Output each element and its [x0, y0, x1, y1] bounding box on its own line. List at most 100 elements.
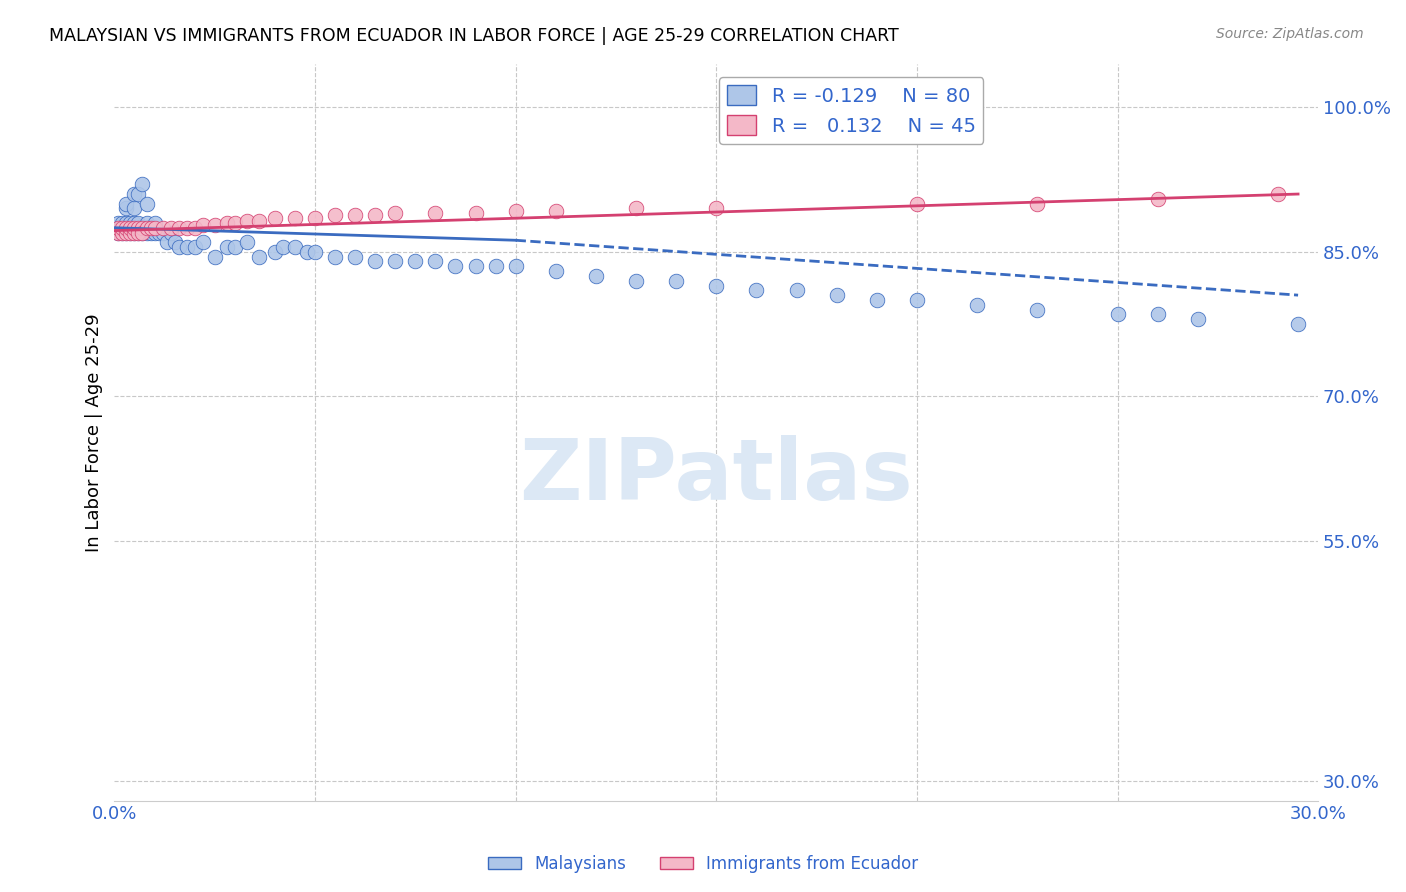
Legend: R = -0.129    N = 80, R =   0.132    N = 45: R = -0.129 N = 80, R = 0.132 N = 45 — [718, 78, 983, 144]
Point — [115, 202, 138, 216]
Point — [135, 220, 157, 235]
Point — [120, 226, 142, 240]
Point — [183, 220, 205, 235]
Point — [115, 220, 138, 235]
Point — [143, 226, 166, 240]
Point — [115, 226, 138, 240]
Text: ZIPatlas: ZIPatlas — [519, 435, 912, 518]
Point — [159, 220, 181, 235]
Point — [344, 250, 367, 264]
Point — [224, 216, 246, 230]
Point — [544, 204, 567, 219]
Point — [111, 220, 134, 235]
Point — [115, 216, 138, 230]
Text: MALAYSIAN VS IMMIGRANTS FROM ECUADOR IN LABOR FORCE | AGE 25-29 CORRELATION CHAR: MALAYSIAN VS IMMIGRANTS FROM ECUADOR IN … — [49, 27, 898, 45]
Point — [115, 226, 138, 240]
Point — [107, 220, 129, 235]
Point — [167, 220, 190, 235]
Point — [124, 202, 146, 216]
Point — [204, 250, 226, 264]
Point — [304, 244, 326, 259]
Point — [143, 220, 166, 235]
Point — [364, 254, 387, 268]
Point — [236, 235, 259, 250]
Point — [163, 235, 186, 250]
Point — [120, 220, 142, 235]
Point — [176, 240, 198, 254]
Point — [115, 196, 138, 211]
Point — [323, 208, 346, 222]
Point — [139, 220, 162, 235]
Point — [1286, 317, 1309, 331]
Point — [127, 226, 149, 240]
Point — [155, 235, 177, 250]
Point — [124, 226, 146, 240]
Point — [745, 283, 768, 297]
Point — [183, 240, 205, 254]
Point — [215, 240, 238, 254]
Point — [127, 216, 149, 230]
Point — [464, 259, 486, 273]
Point — [135, 226, 157, 240]
Point — [124, 187, 146, 202]
Point — [264, 211, 287, 226]
Point — [1267, 187, 1289, 202]
Point — [111, 216, 134, 230]
Point — [384, 254, 406, 268]
Point — [866, 293, 889, 307]
Point — [224, 240, 246, 254]
Point — [143, 216, 166, 230]
Point — [505, 259, 527, 273]
Point — [127, 220, 149, 235]
Point — [1146, 307, 1168, 321]
Point — [1187, 312, 1209, 326]
Point — [624, 274, 647, 288]
Point — [135, 216, 157, 230]
Point — [404, 254, 426, 268]
Point — [364, 208, 387, 222]
Point — [127, 226, 149, 240]
Point — [148, 226, 170, 240]
Point — [284, 211, 307, 226]
Point — [304, 211, 326, 226]
Point — [107, 216, 129, 230]
Point — [1026, 302, 1049, 317]
Point — [786, 283, 808, 297]
Point — [344, 208, 367, 222]
Point — [152, 226, 174, 240]
Point — [425, 254, 447, 268]
Point — [120, 216, 142, 230]
Point — [505, 204, 527, 219]
Point — [905, 293, 928, 307]
Point — [111, 220, 134, 235]
Point — [111, 220, 134, 235]
Point — [425, 206, 447, 220]
Point — [665, 274, 688, 288]
Point — [704, 202, 727, 216]
Point — [191, 235, 214, 250]
Point — [204, 218, 226, 232]
Point — [111, 226, 134, 240]
Point — [484, 259, 506, 273]
Point — [215, 216, 238, 230]
Point — [966, 298, 988, 312]
Point — [1026, 196, 1049, 211]
Point — [464, 206, 486, 220]
Point — [384, 206, 406, 220]
Point — [115, 220, 138, 235]
Point — [1146, 192, 1168, 206]
Point — [905, 196, 928, 211]
Point — [131, 220, 153, 235]
Point — [131, 220, 153, 235]
Point — [295, 244, 318, 259]
Point — [284, 240, 307, 254]
Point — [544, 264, 567, 278]
Point — [264, 244, 287, 259]
Point — [444, 259, 467, 273]
Point — [1107, 307, 1129, 321]
Point — [236, 214, 259, 228]
Point — [624, 202, 647, 216]
Point — [131, 178, 153, 192]
Point — [247, 214, 270, 228]
Point — [131, 226, 153, 240]
